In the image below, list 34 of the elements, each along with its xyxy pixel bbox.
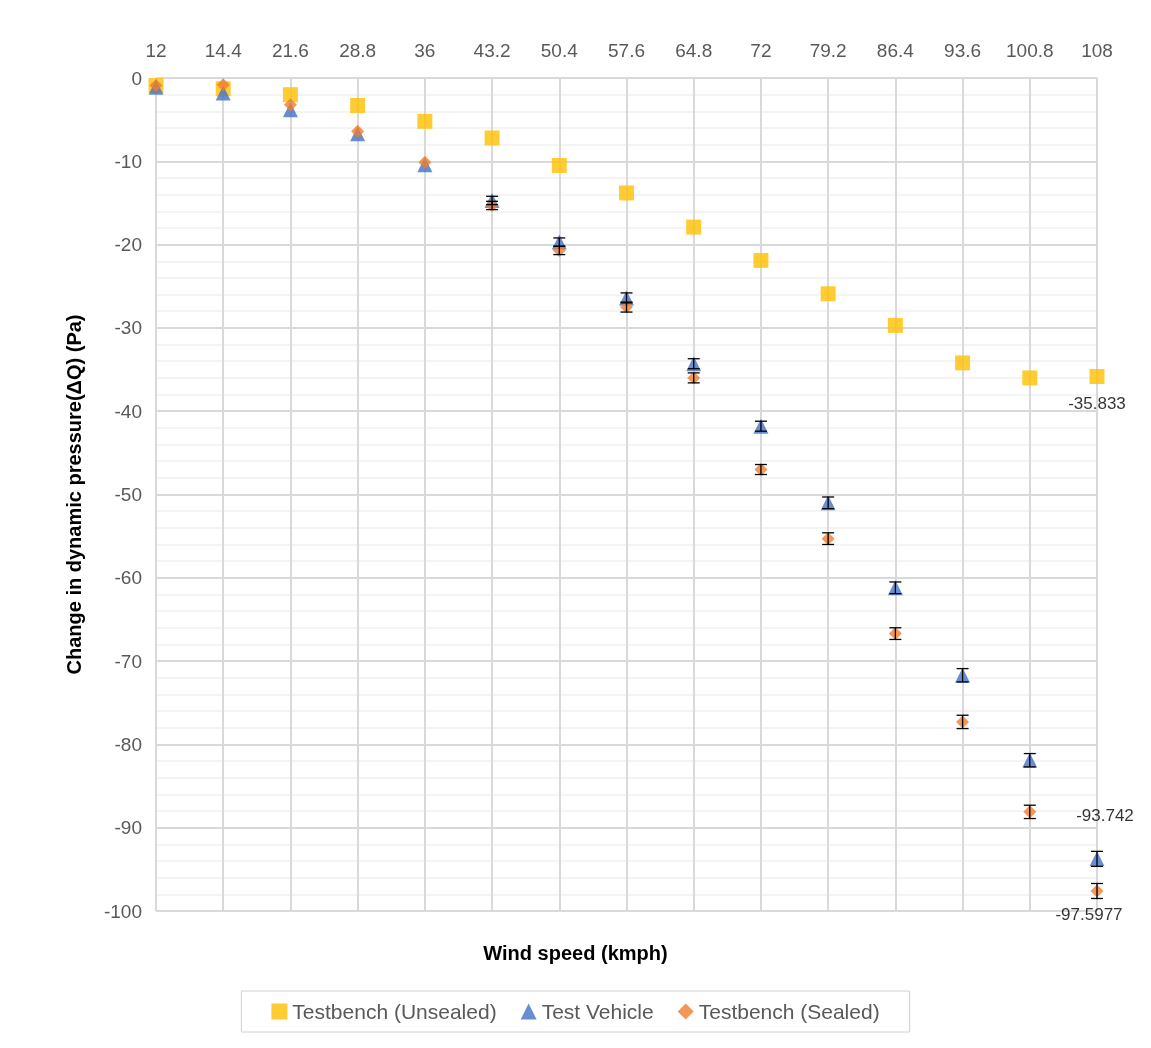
legend-label: Test Vehicle	[541, 1000, 654, 1023]
y-tick-label: -70	[114, 650, 142, 672]
y-tick-label: -10	[114, 150, 142, 172]
x-tick-label: 64.8	[675, 40, 713, 61]
x-tick-label: 93.6	[944, 40, 982, 61]
y-tick-label: -100	[103, 900, 142, 922]
y-axis-title: Change in dynamic pressure(ΔQ) (Pa)	[63, 314, 85, 675]
x-tick-label: 108	[1081, 40, 1113, 61]
x-tick-label: 43.2	[473, 40, 511, 61]
y-tick-label: -20	[114, 234, 142, 256]
x-tick-label: 100.8	[1006, 40, 1054, 61]
x-tick-label: 57.6	[608, 40, 645, 61]
x-tick-label: 50.4	[540, 40, 579, 61]
x-tick-label: 72	[750, 40, 772, 61]
data-label: -93.742	[1076, 806, 1134, 826]
x-axis-title: Wind speed (kmph)	[483, 942, 668, 964]
y-tick-label: -90	[114, 817, 142, 839]
y-tick-label: -80	[114, 733, 142, 755]
data-label: -97.5977	[1055, 905, 1123, 925]
x-tick-label: 21.6	[271, 40, 309, 61]
x-tick-label: 28.8	[339, 40, 377, 61]
y-tick-label: -40	[114, 400, 142, 422]
y-tick-label: -30	[114, 317, 142, 339]
data-label: -35.833	[1068, 393, 1126, 413]
legend-label: Testbench (Unsealed)	[292, 1000, 497, 1023]
y-tick-label: -60	[114, 567, 142, 589]
x-tick-label: 12	[145, 40, 167, 61]
y-tick-label: 0	[131, 67, 142, 89]
x-tick-label: 79.2	[809, 40, 847, 61]
x-tick-label: 36	[414, 40, 436, 61]
x-tick-label: 14.4	[204, 40, 243, 61]
legend-label: Testbench (Sealed)	[698, 1000, 880, 1023]
x-tick-label: 86.4	[876, 40, 915, 61]
y-tick-label: -50	[114, 484, 142, 505]
